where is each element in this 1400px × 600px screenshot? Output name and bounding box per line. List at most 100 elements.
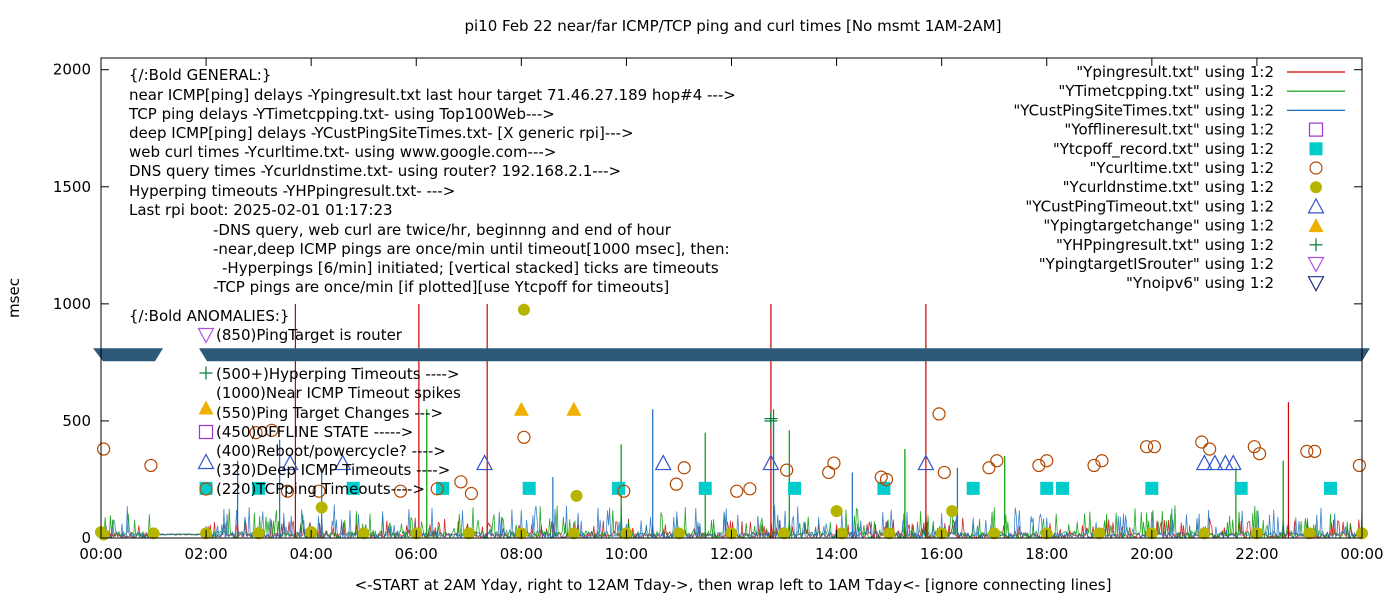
series-point-5: [1203, 442, 1217, 456]
annotation-line: (850)PingTarget is router: [216, 326, 403, 344]
x-tick-label: 00:00: [1340, 545, 1383, 563]
annotation-marker: [199, 366, 213, 380]
series-point-6: [835, 527, 848, 540]
y-tick-label: 500: [62, 412, 91, 430]
series-point-5: [312, 484, 326, 498]
series-point-5: [743, 482, 757, 496]
legend-entry-label: "YpingtargetISrouter" using 1:2: [1039, 255, 1274, 273]
series-point-6: [1093, 527, 1106, 540]
annotation-line: deep ICMP[ping] delays -YCustPingSiteTim…: [129, 124, 634, 142]
series-point-7: [334, 454, 352, 471]
annotation-marker: [198, 424, 214, 440]
series-point-6: [315, 501, 328, 514]
series-point-4: [966, 481, 980, 495]
y-tick-label: 0: [81, 529, 91, 547]
series-point-7: [654, 454, 672, 471]
legend-swatch: [1309, 238, 1323, 252]
x-tick-label: 20:00: [1130, 545, 1173, 563]
series-point-5: [1139, 440, 1154, 454]
series-point-6: [357, 527, 370, 540]
x-tick-label: 02:00: [184, 545, 227, 563]
annotation-line: near ICMP[ping] delays -Ypingresult.txt …: [129, 86, 736, 104]
series-point-4: [698, 481, 712, 495]
legend-entry-label: "Ynoipv6" using 1:2: [1126, 274, 1274, 292]
annotation-line: -DNS query, web curl are twice/hr, begin…: [213, 221, 672, 239]
series-point-6: [147, 527, 160, 540]
annotation-line: -Hyperpings [6/min] initiated; [vertical…: [222, 259, 719, 277]
legend-swatch: [1309, 161, 1323, 175]
y-tick-label: 1500: [53, 178, 91, 196]
series-point-7: [1224, 454, 1242, 471]
series-point-5: [265, 423, 279, 437]
series-point-4: [1234, 481, 1248, 495]
series-point-5: [517, 430, 531, 444]
legend-swatch: [1307, 256, 1325, 273]
legend-entry-label: "YTimetcpping.txt" using 1:2: [1058, 82, 1274, 100]
annotation-block: {/:Bold GENERAL:} near ICMP[ping] delays …: [128, 66, 736, 498]
series-point-5: [1032, 458, 1046, 473]
series-point-5: [827, 456, 841, 470]
series-point-5: [1300, 444, 1314, 458]
series-point-5: [454, 475, 468, 489]
series-point-4: [252, 481, 266, 495]
legend-entry-label: "Ycurldnstime.txt" using 1:2: [1063, 178, 1274, 196]
annotation-line: -near,deep ICMP pings are once/min until…: [213, 240, 730, 258]
series-point-7: [476, 454, 494, 471]
legend-entry-label: "Ycurltime.txt" using 1:2: [1089, 159, 1274, 177]
series-point-6: [672, 527, 685, 540]
series-point-4: [346, 481, 360, 495]
series-point-5: [677, 461, 691, 475]
legend-entry-label: "YCustPingSiteTimes.txt" using 1:2: [1013, 101, 1274, 119]
annotation-line: {/:Bold ANOMALIES:}: [129, 307, 289, 325]
legend-entry-label: "YHPpingresult.txt" using 1:2: [1056, 236, 1274, 254]
series-point-6: [830, 505, 843, 518]
series-point-7: [917, 454, 935, 471]
series-point-5: [1352, 458, 1366, 473]
y-tick-label: 1000: [53, 295, 91, 313]
series-point-5: [1147, 440, 1162, 454]
band-segment-left: [93, 348, 163, 362]
annotation-line: (500+)Hyperping Timeouts ---->: [216, 365, 460, 383]
annotation-marker: [198, 400, 214, 415]
series-point-6: [570, 489, 583, 502]
series-point-5: [280, 484, 295, 498]
x-tick-label: 12:00: [710, 545, 753, 563]
series-point-5: [1087, 458, 1101, 473]
series-point-5: [879, 472, 894, 487]
series-point-8: [566, 401, 582, 416]
legend-entry-label: "Yofflineresult.txt" using 1:2: [1064, 121, 1274, 139]
series-point-5: [937, 465, 951, 480]
axes: 0 500 1000 1500 2000 00:00 02:00 04:00 06:00 08:0…: [53, 58, 1384, 563]
legend-entry-label: "YCustPingTimeout.txt" using 1:2: [1025, 197, 1274, 215]
series-point-7: [1206, 454, 1224, 471]
series-point-6: [778, 527, 791, 540]
annotation-marker: [197, 453, 215, 470]
series-point-5: [1040, 454, 1054, 468]
x-tick-label: 14:00: [815, 545, 858, 563]
series-point-5: [617, 484, 631, 498]
series-point-7: [1195, 454, 1213, 471]
legend-swatch: [1308, 218, 1324, 233]
series-point-6: [567, 527, 580, 540]
legend-swatch: [1309, 142, 1323, 156]
annotation-line: (450)OFFLINE STATE ----->: [216, 423, 413, 441]
series-point-7: [762, 454, 780, 471]
broken-axis-band: [93, 348, 1370, 362]
x-tick-label: 16:00: [920, 545, 963, 563]
series-point-5: [1308, 444, 1322, 458]
annotation-line: {/:Bold GENERAL:}: [129, 66, 271, 84]
series-point-6: [97, 528, 110, 541]
annotation-line: (550)Ping Target Changes --->: [216, 404, 443, 422]
legend-swatch: [1310, 181, 1322, 194]
series-point-4: [436, 481, 450, 495]
series-point-4: [1323, 481, 1337, 495]
series-point-7: [281, 454, 299, 471]
x-tick-label: 08:00: [500, 545, 543, 563]
series-point-4: [522, 481, 536, 495]
series-point-5: [730, 484, 744, 498]
series-point-8: [513, 401, 529, 416]
legend-entry-label: "Ytcpoff_record.txt" using 1:2: [1053, 140, 1274, 159]
series-point-4: [1040, 481, 1054, 495]
series-point-5: [144, 458, 158, 473]
